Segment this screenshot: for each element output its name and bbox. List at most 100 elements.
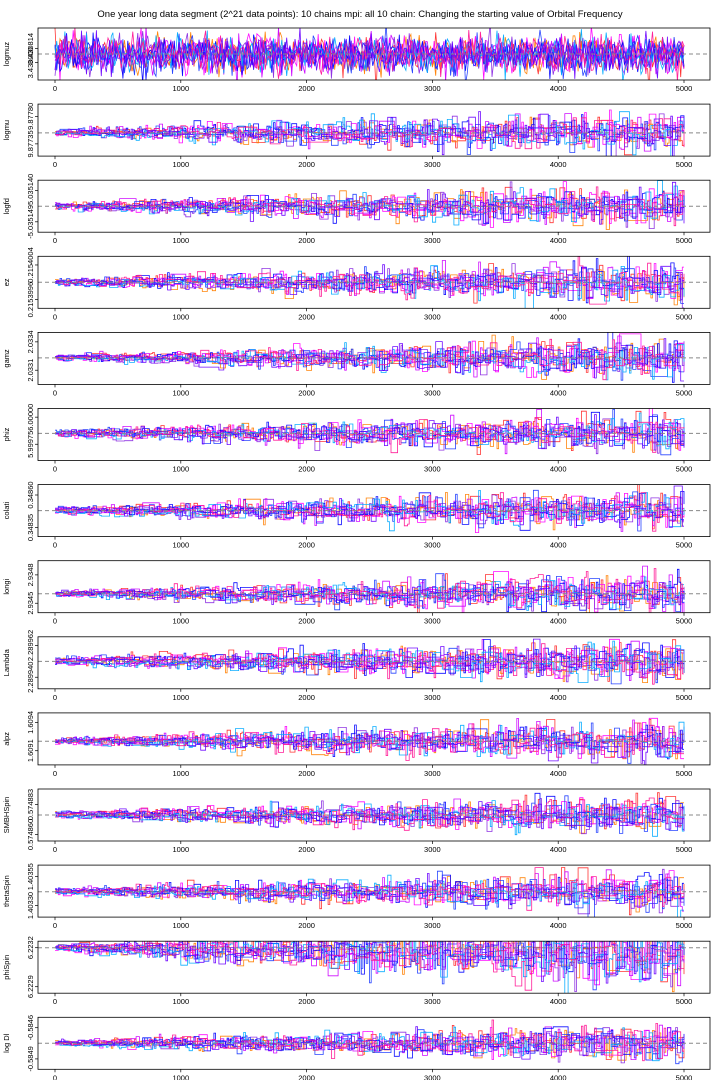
- y-axis-label: Lambda: [2, 648, 11, 676]
- panel-gamz: 0 1000 2000 3000 4000 5000 2.0334 2.0331 gamz: [2, 330, 711, 397]
- x-tick-label: 0: [53, 312, 57, 321]
- panel-frame: [37, 636, 711, 690]
- chain-line-9: [55, 797, 684, 831]
- x-tick-label: 1000: [172, 541, 189, 550]
- chain-line-10: [55, 414, 685, 451]
- x-tick-label: 0: [53, 997, 57, 1006]
- y-axis-label: logmuz: [2, 42, 11, 66]
- x-tick-label: 4000: [550, 541, 567, 550]
- x-tick-label: 3000: [424, 236, 441, 245]
- x-tick-label: 1000: [172, 388, 189, 397]
- x-tick-label: 4000: [550, 1073, 567, 1080]
- y-tick-label: 6.2229: [26, 975, 35, 998]
- panel-frame: [37, 179, 711, 233]
- x-tick-label: 5000: [676, 693, 693, 702]
- chain-line-10: [55, 801, 685, 831]
- y-axis-label: longi: [2, 578, 11, 594]
- x-tick-label: 5000: [676, 160, 693, 169]
- panel-logfd: 0 1000 2000 3000 4000 5000 -5.035140-5.035149 l…: [2, 174, 711, 245]
- chain-line-9: [55, 1019, 684, 1062]
- panel-phispin: 0 1000 2000 3000 4000 5000 6.2232 6.2229 phiSpin: [2, 936, 711, 1006]
- x-tick-label: 2000: [298, 160, 315, 169]
- x-tick-label: 1000: [172, 617, 189, 626]
- x-tick-label: 0: [53, 693, 57, 702]
- chains-group: [55, 256, 685, 309]
- x-tick-label: 5000: [676, 617, 693, 626]
- y-tick-label: 6.00000: [26, 404, 35, 431]
- panel-frame: [37, 940, 711, 994]
- x-tick-label: 5000: [676, 541, 693, 550]
- chain-line-10: [55, 579, 684, 607]
- y-tick-label: 0.2153996: [26, 282, 35, 317]
- panel-frame: [37, 408, 711, 461]
- chains-group: [55, 792, 685, 837]
- x-tick-label: 5000: [676, 921, 693, 930]
- x-tick-label: 3000: [424, 921, 441, 930]
- x-tick-label: 1000: [172, 465, 189, 474]
- panel-log-dl: 0 1000 2000 3000 4000 5000 -0.5846 -0.5849 log D…: [2, 1015, 711, 1080]
- x-tick-label: 1000: [172, 921, 189, 930]
- chain-line-8: [55, 1026, 684, 1062]
- x-tick-label: 5000: [676, 845, 693, 854]
- x-tick-label: 4000: [550, 921, 567, 930]
- y-axis-label: gamz: [2, 349, 11, 368]
- y-tick-label: 3.430814: [26, 33, 35, 64]
- chains-group: [55, 565, 685, 613]
- y-axis-label: logmu: [2, 120, 11, 140]
- x-tick-label: 3000: [424, 465, 441, 474]
- y-tick-label: 0.574883: [26, 789, 35, 820]
- chains-group: [55, 717, 685, 765]
- x-tick-label: 0: [53, 769, 57, 778]
- x-tick-label: 3000: [424, 845, 441, 854]
- y-axis-label: phiSpin: [2, 955, 11, 980]
- panel-colati: 0 1000 2000 3000 4000 5000 0.34860 0.34835 colat…: [2, 481, 711, 550]
- chains-group: [54, 28, 685, 80]
- x-tick-label: 3000: [424, 160, 441, 169]
- x-tick-label: 4000: [550, 769, 567, 778]
- x-tick-label: 5000: [676, 236, 693, 245]
- x-tick-label: 3000: [424, 617, 441, 626]
- y-tick-label: -5.035140: [26, 174, 35, 208]
- y-axis-label: log Dl: [2, 1033, 11, 1053]
- x-tick-label: 2000: [298, 465, 315, 474]
- chain-line-9: [55, 941, 684, 991]
- y-tick-label: 1.6094: [26, 711, 35, 734]
- y-tick-label: 3.430000: [26, 47, 35, 78]
- chain-line-10: [55, 727, 684, 765]
- x-tick-label: 3000: [424, 388, 441, 397]
- y-tick-label: 2.289940: [26, 662, 35, 693]
- y-tick-label: 0.2154004: [26, 247, 35, 282]
- x-tick-label: 3000: [424, 997, 441, 1006]
- x-tick-label: 5000: [676, 997, 693, 1006]
- x-tick-label: 2000: [298, 236, 315, 245]
- panel-frame: [37, 331, 711, 385]
- chain-line-10: [55, 941, 684, 984]
- chains-group: [55, 1019, 685, 1065]
- y-axis-label: phiz: [2, 427, 11, 441]
- chains-group: [55, 484, 685, 533]
- x-tick-label: 2000: [298, 769, 315, 778]
- x-tick-label: 4000: [550, 160, 567, 169]
- x-tick-label: 2000: [298, 693, 315, 702]
- x-tick-label: 1000: [172, 997, 189, 1006]
- y-tick-label: -5.035149: [26, 205, 35, 239]
- x-tick-label: 0: [53, 465, 57, 474]
- chains-group: [55, 180, 685, 230]
- chain-line-2: [55, 941, 684, 993]
- x-tick-label: 0: [53, 617, 57, 626]
- chains-group: [55, 408, 685, 456]
- chain-line-10: [54, 28, 685, 79]
- x-tick-label: 4000: [550, 997, 567, 1006]
- panel-frame: [37, 560, 711, 614]
- panel-frame: [37, 864, 711, 918]
- chain-line-6: [55, 941, 685, 979]
- chain-line-9: [55, 492, 684, 532]
- x-tick-label: 4000: [550, 236, 567, 245]
- y-tick-label: -0.5849: [26, 1046, 35, 1071]
- panel-frame: [37, 484, 711, 538]
